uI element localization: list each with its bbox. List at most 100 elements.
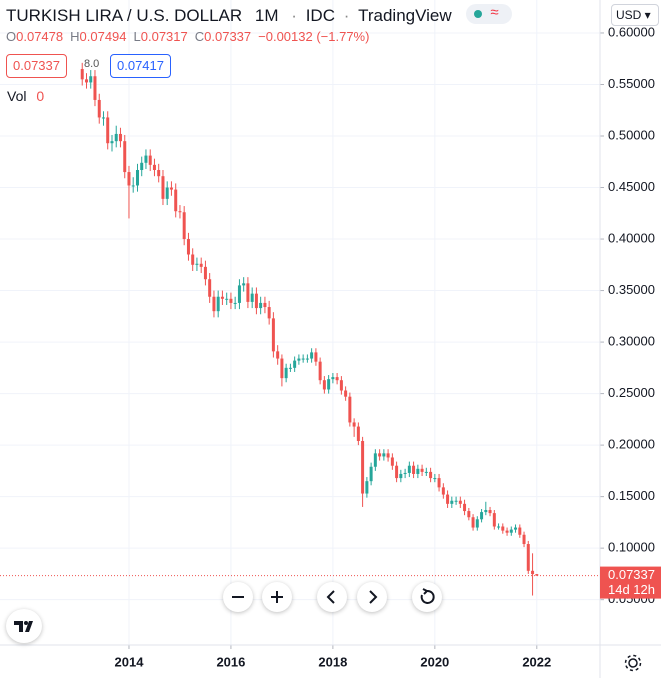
volume: Vol 0	[7, 88, 44, 104]
x-tick-label: 2020	[420, 654, 449, 669]
ohlc-row: O0.07478 H0.07494 L0.07317 C0.07337 −0.00132…	[6, 29, 369, 44]
candle-body	[301, 358, 305, 360]
candle-body	[242, 283, 246, 286]
ohlc-label: L	[133, 29, 141, 44]
x-tick-label: 2016	[216, 654, 245, 669]
candle-body	[93, 76, 97, 100]
currency: USD	[616, 8, 642, 22]
candle-body	[212, 296, 216, 312]
scroll-right-button[interactable]	[357, 582, 387, 612]
candle-body	[382, 453, 386, 457]
candle-body	[471, 517, 475, 528]
buy-price[interactable]: 0.07417	[110, 54, 171, 78]
x-tick-label: 2018	[318, 654, 347, 669]
candle-body	[369, 466, 373, 482]
x-tick-label: 2022	[522, 654, 551, 669]
last-price-box	[600, 566, 661, 599]
candle-body	[373, 453, 377, 467]
candle-body	[322, 380, 326, 390]
candle-body	[484, 510, 488, 513]
candle-body	[407, 465, 411, 473]
candle-body	[110, 141, 114, 144]
candle-body	[475, 519, 479, 528]
reset-button[interactable]	[412, 582, 442, 612]
ohlc-label: H	[70, 29, 80, 44]
candle-body	[429, 471, 433, 479]
candle-body	[531, 570, 535, 575]
currency-button[interactable]: USD ▾	[611, 4, 659, 26]
candle-body	[284, 367, 288, 379]
candle-body	[310, 352, 314, 359]
y-tick-label: 0.60000	[608, 24, 655, 39]
candle-body	[458, 500, 462, 504]
y-tick-label: 0.35000	[608, 282, 655, 297]
candle-body	[424, 471, 428, 473]
candle-body	[144, 155, 148, 163]
candle-body	[339, 380, 343, 391]
candle-body	[492, 513, 496, 527]
candle-body	[271, 318, 275, 352]
candle-body	[361, 440, 365, 494]
candle-body	[97, 99, 101, 118]
candle-body	[118, 133, 122, 142]
candle-body	[233, 302, 237, 304]
candle-body	[131, 185, 135, 187]
y-tick-label: 0.10000	[608, 540, 655, 555]
ohlc-value: 0.07317	[140, 29, 188, 44]
symbol-title: TURKISH LIRA / U.S. DOLLAR	[6, 6, 243, 25]
candle-body	[437, 478, 441, 488]
candle-body	[441, 487, 445, 495]
candle-body	[454, 500, 458, 502]
candle-body	[237, 285, 241, 303]
candle-body	[395, 465, 399, 479]
zoom-out-button[interactable]	[223, 582, 253, 612]
change: −0.00132 (−1.77%)	[258, 29, 370, 44]
countdown: 14d 12h	[608, 582, 655, 597]
candle-body	[497, 526, 501, 528]
symbol-header: TURKISH LIRA / U.S. DOLLAR 1M · IDC · Tr…	[6, 4, 513, 26]
candle-body	[259, 302, 263, 309]
y-tick-label: 0.25000	[608, 385, 655, 400]
settings-button[interactable]	[623, 653, 643, 673]
candle-body	[178, 211, 182, 213]
candle-body	[191, 254, 195, 265]
candle-body	[250, 293, 254, 302]
y-tick-label: 0.50000	[608, 127, 655, 142]
candle-body	[526, 544, 530, 571]
zoom-in-button[interactable]	[262, 582, 292, 612]
candle-body	[518, 527, 522, 535]
candle-body	[416, 468, 420, 474]
candle-body	[378, 453, 382, 457]
y-tick-label: 0.45000	[608, 179, 655, 194]
candle-body	[522, 534, 526, 545]
candle-body	[501, 526, 505, 531]
candle-body	[208, 279, 212, 297]
candle-body	[106, 117, 110, 144]
ohlc-label: O	[6, 29, 17, 44]
candle-body	[225, 298, 229, 300]
candle-body	[297, 358, 301, 361]
candle-body	[356, 426, 360, 441]
candle-body	[114, 133, 118, 142]
tradingview-logo[interactable]	[6, 609, 42, 643]
candle-body	[390, 457, 394, 466]
candle-body	[267, 307, 271, 319]
candle-body	[80, 69, 84, 80]
ohlc-value: 0.07337	[204, 29, 252, 44]
sell-price[interactable]: 0.07337	[6, 54, 67, 78]
candle-body	[140, 162, 144, 171]
candle-body	[288, 367, 292, 369]
y-tick-label: 0.55000	[608, 76, 655, 91]
candle-body	[246, 283, 250, 302]
candle-body	[123, 141, 127, 173]
candle-body	[403, 472, 407, 474]
candle-body	[348, 396, 352, 423]
candle-body	[386, 453, 390, 458]
candle-body	[174, 189, 178, 212]
candle-body	[89, 76, 93, 83]
source: IDC	[305, 6, 335, 25]
candle-body	[450, 500, 454, 504]
candle-body	[365, 481, 369, 494]
scroll-left-button[interactable]	[317, 582, 347, 612]
candle-body	[467, 511, 471, 518]
